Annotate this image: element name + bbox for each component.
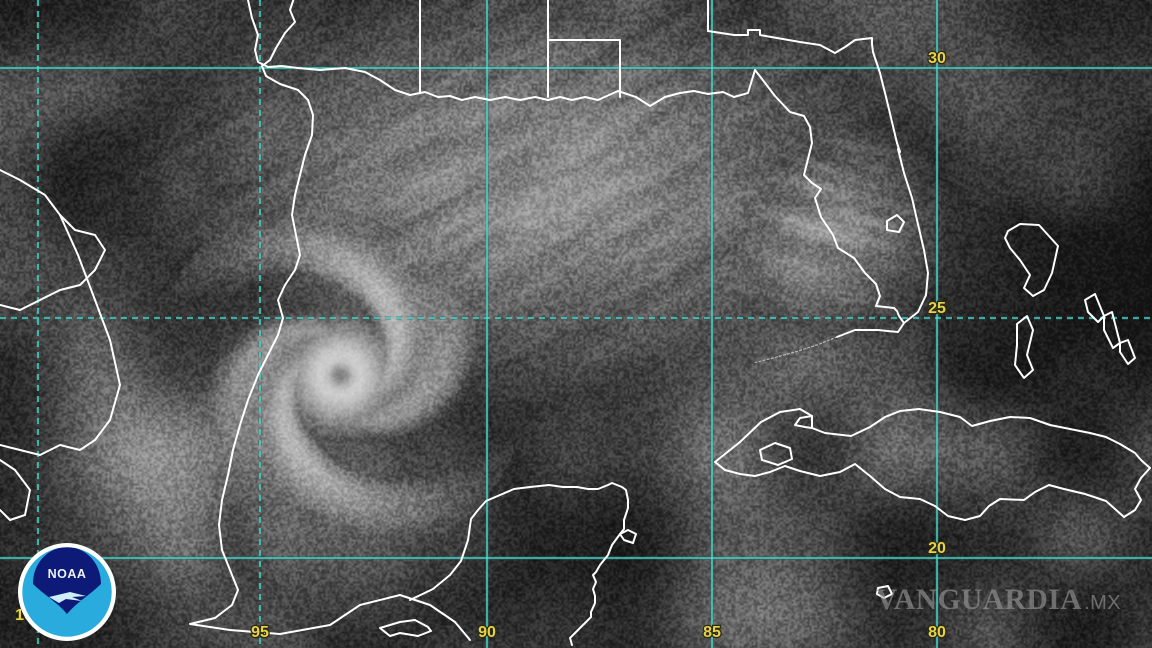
svg-text:85: 85 (703, 624, 721, 641)
svg-text:95: 95 (251, 624, 269, 641)
svg-text:25: 25 (928, 300, 946, 317)
svg-text:VANGUARDIA.MX: VANGUARDIA .MX (876, 584, 1121, 616)
svg-text:NOAA: NOAA (48, 567, 87, 581)
svg-text:80: 80 (928, 624, 946, 641)
svg-text:20: 20 (928, 540, 946, 557)
svg-text:30: 30 (928, 50, 946, 67)
svg-text:90: 90 (478, 624, 496, 641)
